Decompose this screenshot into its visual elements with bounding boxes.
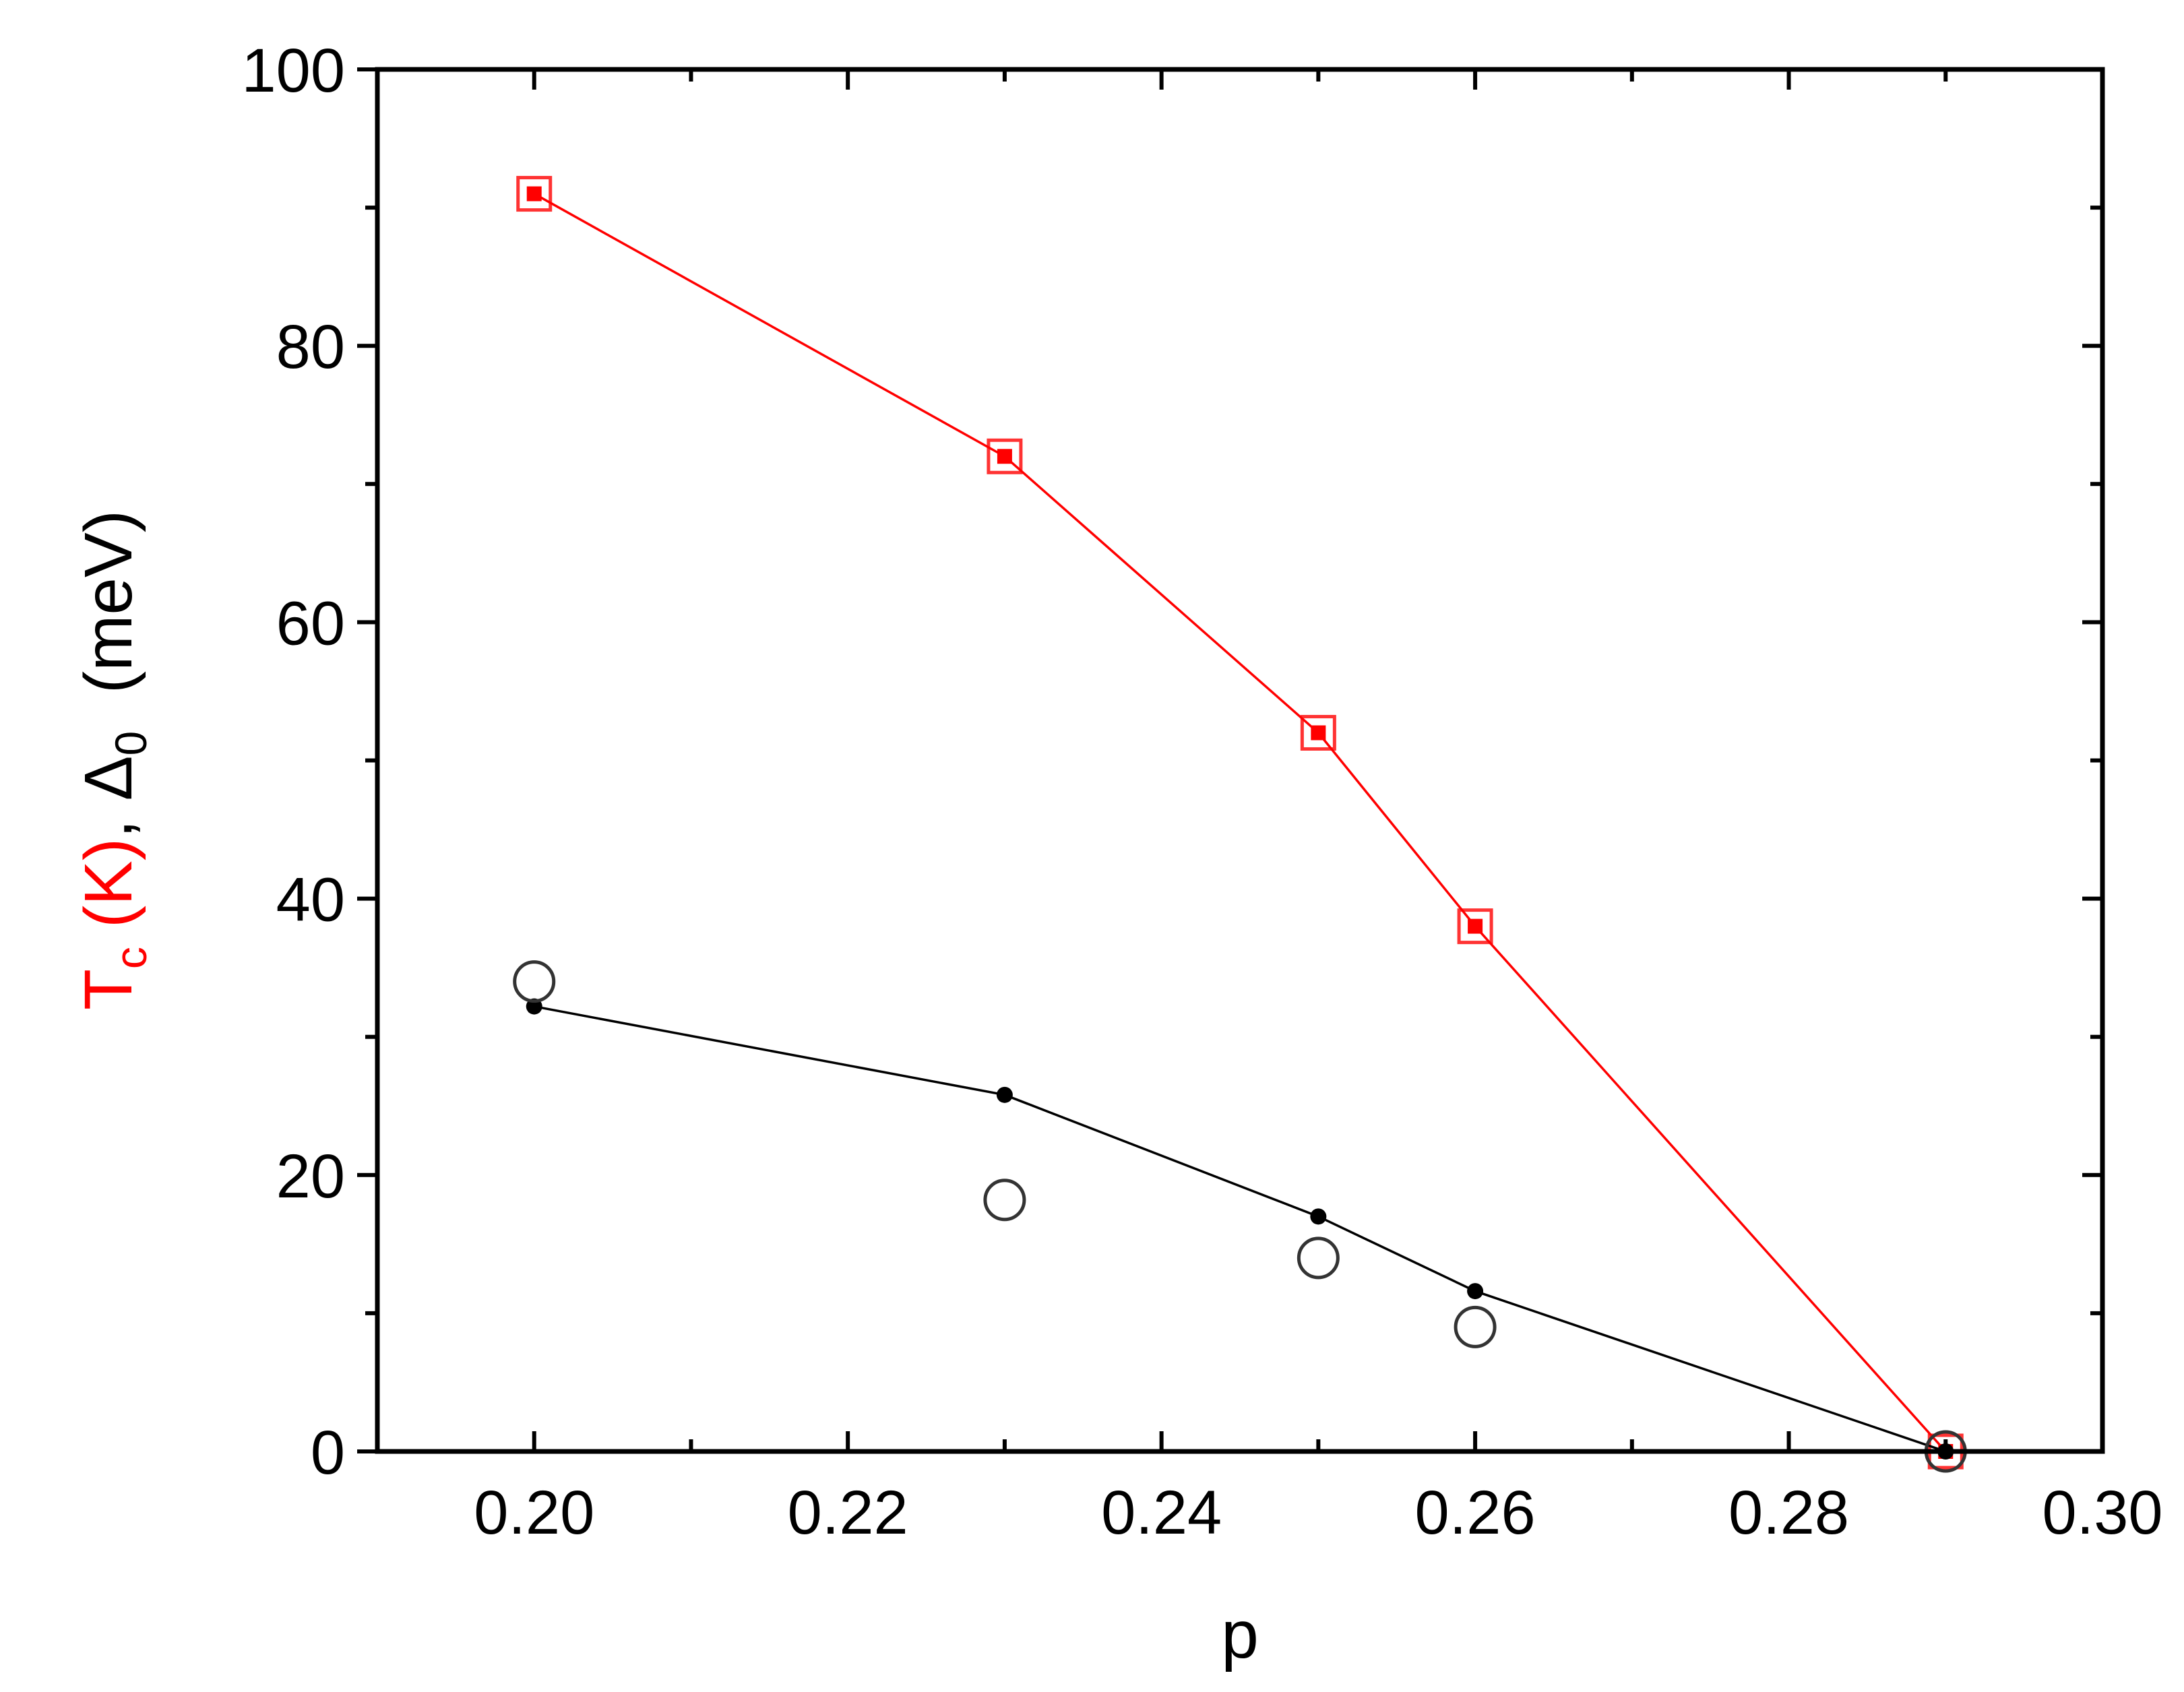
data-point bbox=[1467, 1283, 1484, 1300]
data-point-outer bbox=[516, 176, 553, 212]
y-label-delta: Δ bbox=[71, 755, 146, 801]
y-tick-label: 60 bbox=[276, 589, 345, 658]
y-axis-label: Tc (K), Δ0 (meV) bbox=[71, 510, 156, 1010]
y-label-unit: (meV) bbox=[71, 510, 146, 731]
svg-text:Tc (K), Δ0 (meV): Tc (K), Δ0 (meV) bbox=[71, 510, 156, 1010]
ticks-layer: 0.20 0.22 0.24 0.26 0.28 0.30 0 20 40 60 80 100 bbox=[242, 36, 2163, 1547]
y-tick-label: 0 bbox=[311, 1418, 345, 1487]
y-label-tc: T bbox=[71, 969, 146, 1010]
data-point bbox=[983, 1179, 1026, 1222]
y-label-tc-sub: c bbox=[106, 947, 156, 969]
x-tick-label: 0.24 bbox=[1101, 1478, 1222, 1547]
data-point-outer bbox=[1300, 714, 1336, 751]
data-point bbox=[1300, 714, 1336, 751]
series-line bbox=[533, 193, 1947, 1453]
x-tick-label: 0.22 bbox=[788, 1478, 908, 1547]
data-point bbox=[1297, 1236, 1340, 1280]
x-tick-label: 0.20 bbox=[474, 1478, 594, 1547]
series-0 bbox=[516, 176, 1964, 1470]
x-tick-label: 0.26 bbox=[1415, 1478, 1536, 1547]
x-tick-label: 0.28 bbox=[1728, 1478, 1849, 1547]
data-point bbox=[987, 438, 1023, 474]
y-tick-label: 20 bbox=[276, 1142, 345, 1211]
series-layer bbox=[513, 176, 1967, 1473]
data-point-inner bbox=[1468, 918, 1483, 934]
data-point bbox=[1457, 908, 1493, 945]
data-point bbox=[513, 960, 556, 1003]
data-point bbox=[1310, 1208, 1327, 1225]
series-1 bbox=[526, 998, 1954, 1460]
x-axis-label: p bbox=[1221, 1597, 1259, 1672]
data-point-inner bbox=[526, 186, 542, 201]
data-point-inner bbox=[1311, 725, 1326, 741]
y-tick-label: 100 bbox=[242, 36, 346, 105]
y-label-sep: , bbox=[71, 801, 146, 838]
y-label-tc-unit: (K) bbox=[71, 838, 146, 947]
plot-frame bbox=[375, 67, 2105, 1454]
series-line bbox=[534, 1005, 1946, 1453]
data-point-outer bbox=[987, 438, 1023, 474]
y-label-delta-sub: 0 bbox=[106, 731, 156, 756]
y-tick-label: 40 bbox=[276, 866, 345, 935]
data-point bbox=[1454, 1305, 1497, 1348]
data-point bbox=[516, 176, 553, 212]
data-point-outer bbox=[1457, 908, 1493, 945]
data-point-inner bbox=[997, 449, 1012, 464]
x-tick-label: 0.30 bbox=[2042, 1478, 2162, 1547]
data-point bbox=[996, 1086, 1013, 1103]
y-tick-label: 80 bbox=[276, 313, 345, 381]
series-2 bbox=[513, 960, 1967, 1473]
